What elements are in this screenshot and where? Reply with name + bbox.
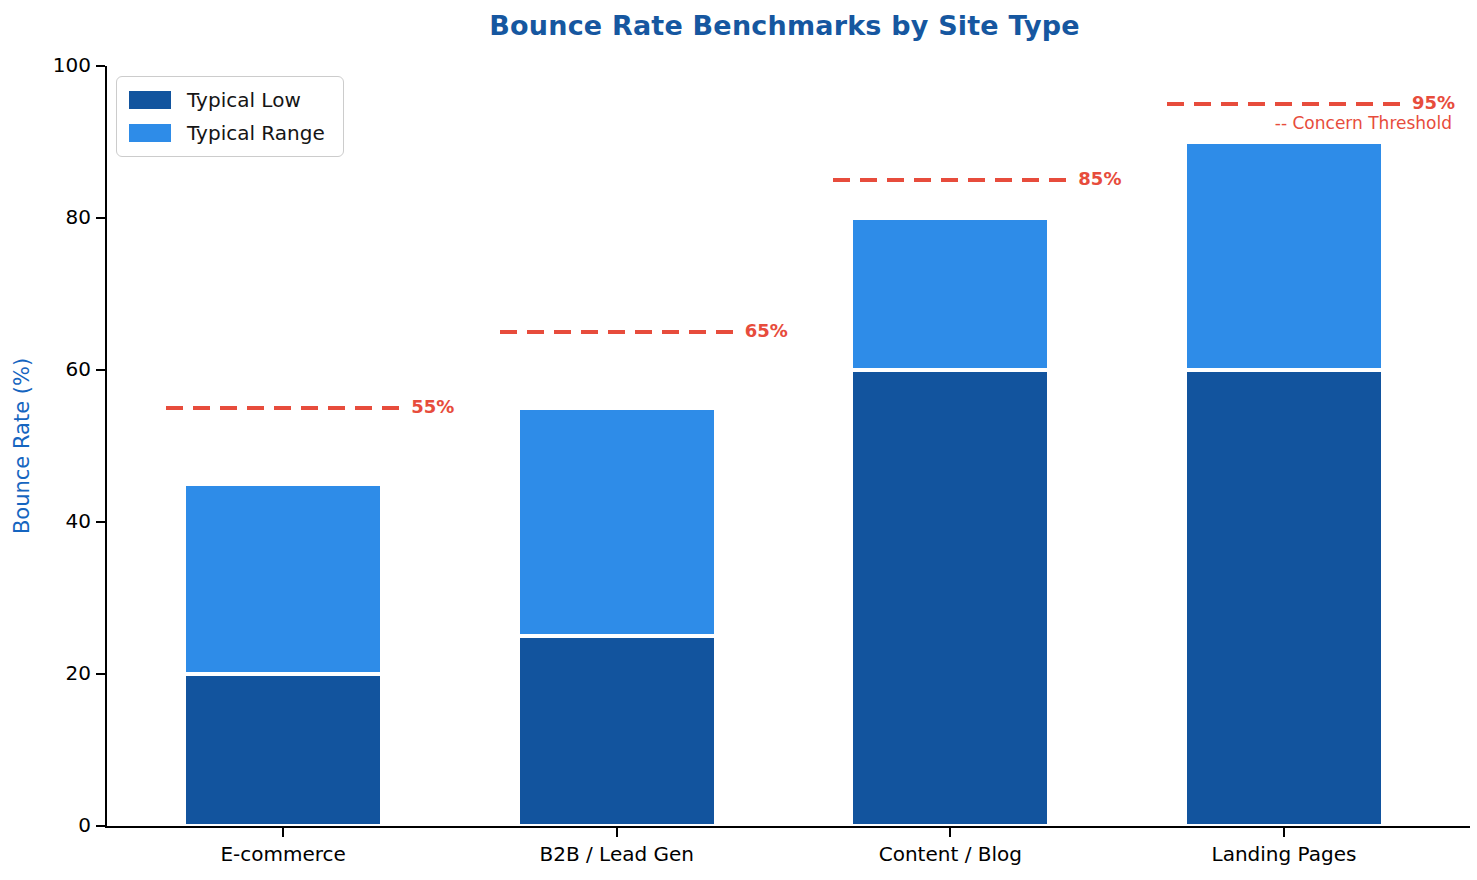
y-tick-mark bbox=[96, 369, 105, 371]
threshold-value-label: 65% bbox=[745, 320, 788, 341]
x-tick-label: B2B / Lead Gen bbox=[457, 842, 777, 866]
x-tick-mark bbox=[949, 828, 951, 837]
bar-segment-typical-low bbox=[1185, 370, 1383, 826]
bar-segment-typical-range bbox=[1185, 142, 1383, 370]
x-tick-mark bbox=[1283, 828, 1285, 837]
legend-label-typical-range: Typical Range bbox=[187, 121, 325, 145]
bar-segment-typical-low bbox=[518, 636, 716, 826]
y-tick-mark bbox=[96, 825, 105, 827]
y-tick-label: 60 bbox=[0, 357, 91, 381]
legend-item-typical-range: Typical Range bbox=[129, 121, 325, 145]
x-tick-label: E-commerce bbox=[123, 842, 443, 866]
chart-title: Bounce Rate Benchmarks by Site Type bbox=[107, 10, 1462, 41]
legend-swatch-typical-range bbox=[129, 124, 171, 142]
x-tick-mark bbox=[616, 828, 618, 837]
y-axis-line bbox=[105, 66, 107, 828]
threshold-line bbox=[166, 406, 400, 410]
legend-swatch-typical-low bbox=[129, 91, 171, 109]
bar-segment-typical-range bbox=[851, 218, 1049, 370]
bar-segment-typical-low bbox=[184, 674, 382, 826]
y-tick-label: 20 bbox=[0, 661, 91, 685]
x-axis-line bbox=[105, 826, 1470, 828]
bar-segment-typical-range bbox=[518, 408, 716, 636]
y-tick-mark bbox=[96, 217, 105, 219]
bar-segment-typical-range bbox=[184, 484, 382, 674]
legend-item-typical-low: Typical Low bbox=[129, 88, 325, 112]
bar-segment-typical-low bbox=[851, 370, 1049, 826]
threshold-line bbox=[833, 178, 1067, 182]
y-tick-mark bbox=[96, 673, 105, 675]
y-tick-label: 0 bbox=[0, 813, 91, 837]
bounce-rate-chart: Bounce Rate Benchmarks by Site Type Boun… bbox=[0, 0, 1477, 880]
y-tick-label: 40 bbox=[0, 509, 91, 533]
x-tick-mark bbox=[282, 828, 284, 837]
y-tick-label: 80 bbox=[0, 205, 91, 229]
legend: Typical Low Typical Range bbox=[116, 76, 344, 157]
y-axis-label: Bounce Rate (%) bbox=[10, 358, 34, 534]
threshold-line bbox=[500, 330, 734, 334]
legend-label-typical-low: Typical Low bbox=[187, 88, 301, 112]
concern-threshold-annotation: -- Concern Threshold bbox=[1275, 113, 1452, 133]
threshold-value-label: 55% bbox=[411, 396, 454, 417]
threshold-value-label: 95% bbox=[1412, 92, 1455, 113]
threshold-value-label: 85% bbox=[1078, 168, 1121, 189]
threshold-line bbox=[1167, 102, 1401, 106]
y-tick-mark bbox=[96, 521, 105, 523]
y-tick-label: 100 bbox=[0, 53, 91, 77]
x-tick-label: Content / Blog bbox=[790, 842, 1110, 866]
x-tick-label: Landing Pages bbox=[1124, 842, 1444, 866]
y-tick-mark bbox=[96, 65, 105, 67]
